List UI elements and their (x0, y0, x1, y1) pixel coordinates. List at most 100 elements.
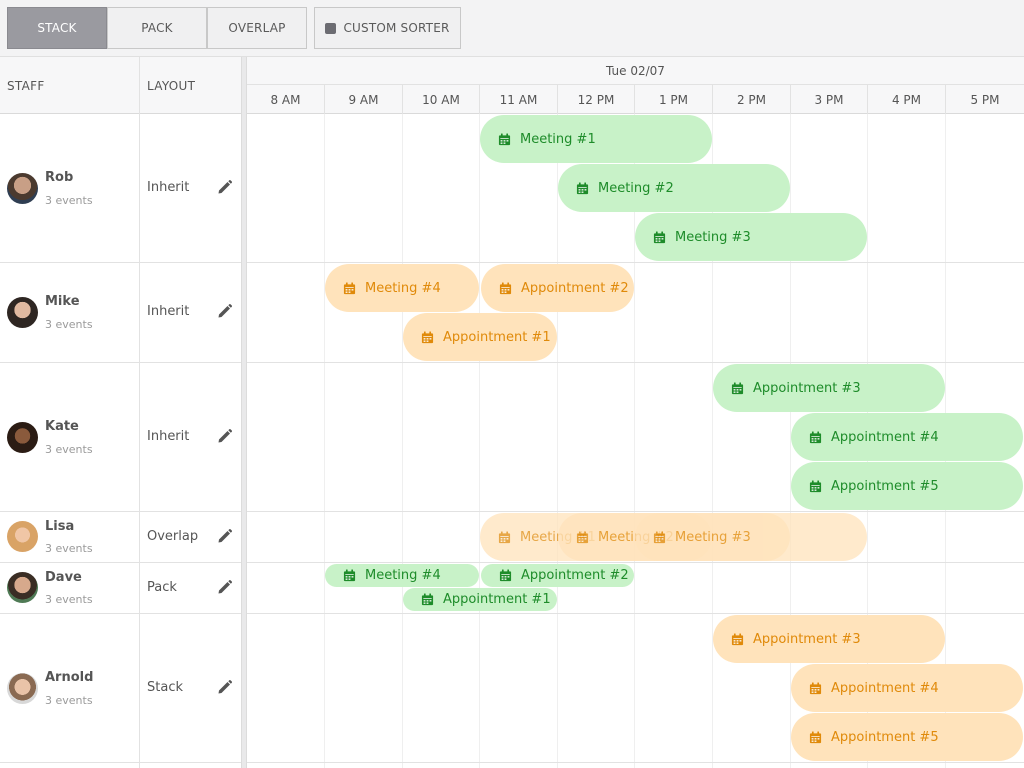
event-bar[interactable]: Appointment #1 (403, 588, 557, 611)
event-bar[interactable]: Appointment #5 (791, 713, 1023, 761)
calendar-icon (343, 569, 356, 582)
event-bar[interactable]: Appointment #3 (713, 364, 945, 412)
resource-row-rob: Rob 3 events Inherit (0, 114, 1024, 263)
staff-event-count: 3 events (45, 593, 93, 606)
staff-event-count: 3 events (45, 443, 93, 456)
grid-line (712, 114, 713, 768)
staff-name: Arnold (45, 670, 94, 685)
layout-value: Inherit (147, 180, 190, 195)
calendar-icon (809, 682, 822, 695)
event-bar[interactable]: Meeting #4 (325, 564, 479, 587)
calendar-icon (576, 531, 589, 544)
checkbox-icon (325, 22, 337, 34)
pencil-icon[interactable] (217, 528, 233, 544)
event-bar[interactable]: Appointment #4 (791, 664, 1023, 712)
calendar-icon (653, 531, 666, 544)
hour-header: 1 PM (635, 85, 713, 114)
event-name: Appointment #1 (443, 592, 551, 607)
resource-row-dave: Dave 3 events Pack (0, 563, 1024, 614)
event-name: Meeting #2 (598, 180, 674, 196)
event-name: Appointment #5 (831, 729, 939, 745)
staff-name: Dave (45, 570, 82, 585)
hour-header: 10 AM (403, 85, 480, 114)
avatar (7, 572, 38, 603)
grid-line (324, 114, 325, 768)
calendar-icon (499, 569, 512, 582)
splitter[interactable] (241, 57, 247, 768)
resource-row-mike: Mike 3 events Inherit (0, 263, 1024, 363)
calendar-icon (499, 282, 512, 295)
resource-row-kate: Kate 3 events Inherit (0, 363, 1024, 512)
custom-sorter-label: CUSTOM SORTER (343, 21, 450, 35)
staff-event-count: 3 events (45, 694, 93, 707)
timeline-header: Tue 02/07 8 AM 9 AM 10 AM 11 AM 12 PM 1 … (247, 57, 1024, 114)
staff-event-count: 3 events (45, 318, 93, 331)
event-name: Appointment #3 (753, 631, 861, 647)
hour-header: 8 AM (247, 85, 325, 114)
calendar-icon (343, 282, 356, 295)
avatar (7, 297, 38, 328)
calendar-icon (809, 431, 822, 444)
avatar (7, 422, 38, 453)
event-name: Meeting #1 (520, 131, 596, 147)
event-bar[interactable]: Appointment #2 (481, 264, 634, 312)
event-bar[interactable]: Appointment #1 (403, 313, 557, 361)
event-bar[interactable]: Appointment #2 (481, 564, 634, 587)
date-header: Tue 02/07 (247, 57, 1024, 85)
event-bar[interactable]: Appointment #4 (791, 413, 1023, 461)
grid-line (790, 114, 791, 768)
layout-value: Pack (147, 580, 177, 595)
staff-name: Lisa (45, 519, 75, 534)
event-name: Meeting #4 (365, 568, 441, 583)
resource-row-arnold: Arnold 3 events Stack (0, 614, 1024, 763)
calendar-icon (731, 382, 744, 395)
pack-button[interactable]: PACK (107, 7, 207, 49)
pencil-icon[interactable] (217, 679, 233, 695)
event-bar[interactable]: Meeting #1 (480, 115, 712, 163)
hour-header: 9 AM (325, 85, 403, 114)
event-name: Meeting #4 (365, 280, 441, 296)
event-bar[interactable]: Meeting #3 (635, 213, 867, 261)
event-name: Appointment #2 (521, 280, 629, 296)
hour-header: 3 PM (791, 85, 868, 114)
stack-button[interactable]: STACK (7, 7, 107, 49)
event-name: Appointment #4 (831, 680, 939, 696)
grid-line (557, 114, 558, 768)
staff-name: Mike (45, 294, 80, 309)
event-bar[interactable]: Appointment #5 (791, 462, 1023, 510)
custom-sorter-button[interactable]: CUSTOM SORTER (314, 7, 461, 49)
calendar-icon (809, 731, 822, 744)
hour-header: 12 PM (558, 85, 635, 114)
overlap-button[interactable]: OVERLAP (207, 7, 307, 49)
layout-value: Inherit (147, 429, 190, 444)
layout-value: Stack (147, 680, 183, 695)
grid-line (634, 114, 635, 768)
calendar-icon (421, 331, 434, 344)
hour-header: 4 PM (868, 85, 946, 114)
calendar-icon (576, 182, 589, 195)
pencil-icon[interactable] (217, 428, 233, 444)
calendar-icon (809, 480, 822, 493)
avatar (7, 673, 38, 704)
layout-column-header[interactable]: LAYOUT (147, 78, 196, 93)
avatar (7, 521, 38, 552)
calendar-icon (498, 133, 511, 146)
pencil-icon[interactable] (217, 179, 233, 195)
calendar-icon (421, 593, 434, 606)
event-bar[interactable]: Appointment #3 (713, 615, 945, 663)
column-separator (139, 57, 140, 768)
hour-header: 2 PM (713, 85, 791, 114)
event-bar[interactable]: Meeting #2 (558, 164, 790, 212)
grid-line (402, 114, 403, 768)
event-bar[interactable]: Meeting #3 (635, 513, 867, 561)
grid-line (479, 114, 480, 768)
pencil-icon[interactable] (217, 303, 233, 319)
pencil-icon[interactable] (217, 579, 233, 595)
avatar (7, 173, 38, 204)
event-name: Appointment #3 (753, 380, 861, 396)
staff-column-header[interactable]: STAFF (7, 78, 45, 93)
calendar-icon (653, 231, 666, 244)
event-name: Meeting #3 (675, 229, 751, 245)
event-bar[interactable]: Meeting #4 (325, 264, 479, 312)
event-name: Appointment #5 (831, 478, 939, 494)
